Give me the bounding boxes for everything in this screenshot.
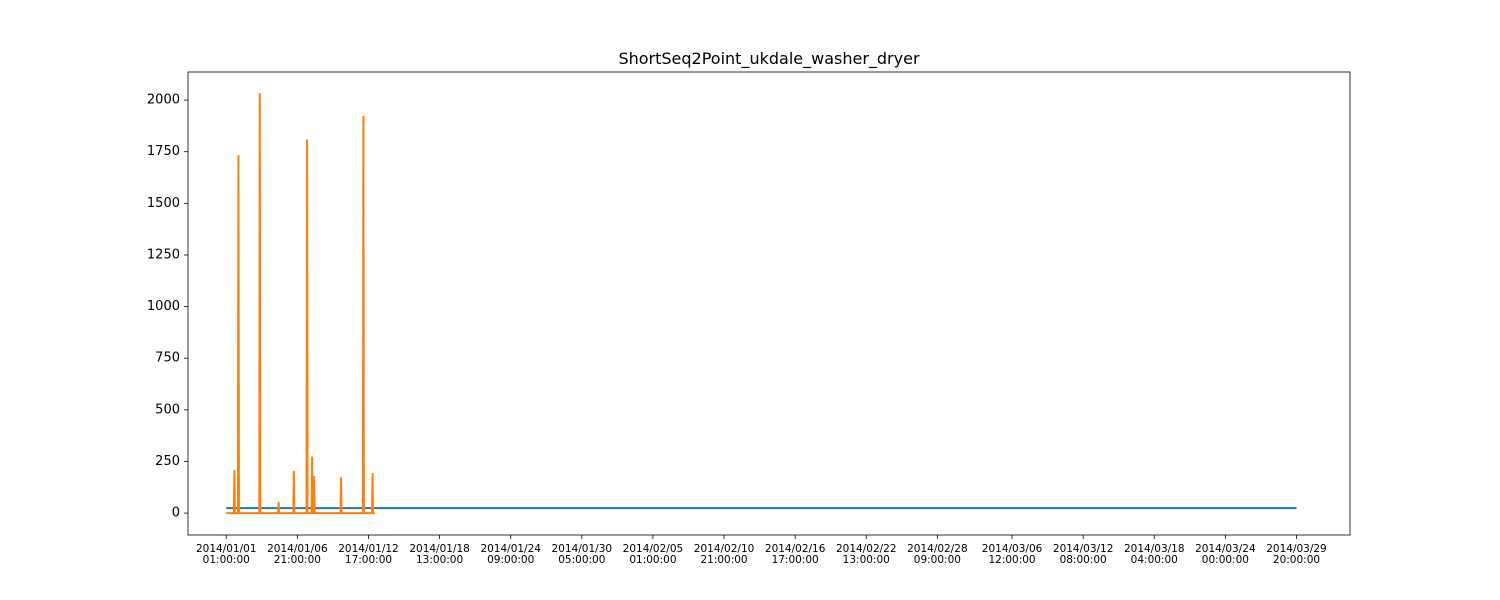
x-tick-label: 2014/01/24 [480, 543, 541, 555]
x-tick-label: 2014/01/30 [552, 543, 613, 555]
x-tick-label: 21:00:00 [274, 554, 321, 566]
x-tick-label: 01:00:00 [203, 554, 250, 566]
x-tick-label: 2014/03/24 [1195, 543, 1256, 555]
x-tick-label: 21:00:00 [700, 554, 747, 566]
y-tick-label: 1000 [147, 299, 180, 314]
chart-title: ShortSeq2Point_ukdale_washer_dryer [618, 49, 919, 69]
y-tick-label: 1500 [147, 196, 180, 211]
x-tick-label: 09:00:00 [914, 554, 961, 566]
x-tick-label: 17:00:00 [772, 554, 819, 566]
x-tick-label: 2014/03/29 [1266, 543, 1327, 555]
y-tick-label: 2000 [147, 93, 180, 108]
x-tick-label: 12:00:00 [988, 554, 1035, 566]
y-tick-label: 1250 [147, 247, 180, 262]
x-tick-label: 2014/02/28 [907, 543, 968, 555]
plot-frame [187, 71, 1351, 536]
x-tick-label: 2014/03/12 [1053, 543, 1114, 555]
y-tick-label: 250 [155, 454, 180, 469]
y-tick-label: 500 [155, 402, 180, 417]
x-tick-label: 17:00:00 [345, 554, 392, 566]
x-tick-label: 2014/03/06 [982, 543, 1043, 555]
y-tick-label: 1750 [147, 144, 180, 159]
x-tick-label: 00:00:00 [1202, 554, 1249, 566]
x-tick-label: 05:00:00 [558, 554, 605, 566]
x-tick-label: 2014/03/18 [1124, 543, 1185, 555]
x-tick-label: 2014/02/10 [694, 543, 755, 555]
x-tick-label: 2014/01/12 [338, 543, 399, 555]
x-tick-label: 04:00:00 [1131, 554, 1178, 566]
x-tick-label: 2014/02/16 [765, 543, 826, 555]
x-tick-label: 2014/02/05 [623, 543, 684, 555]
x-tick-label: 13:00:00 [843, 554, 890, 566]
series-line [226, 92, 375, 515]
x-tick-label: 01:00:00 [629, 554, 676, 566]
x-tick-label: 2014/01/01 [196, 543, 257, 555]
y-tick-label: 0 [172, 506, 180, 521]
x-tick-label: 2014/02/22 [836, 543, 897, 555]
x-tick-label: 13:00:00 [416, 554, 463, 566]
x-tick-label: 20:00:00 [1273, 554, 1320, 566]
x-tick-label: 2014/01/18 [409, 543, 470, 555]
x-tick-label: 08:00:00 [1060, 554, 1107, 566]
x-tick-label: 09:00:00 [487, 554, 534, 566]
y-tick-label: 750 [155, 351, 180, 366]
x-tick-label: 2014/01/06 [267, 543, 328, 555]
